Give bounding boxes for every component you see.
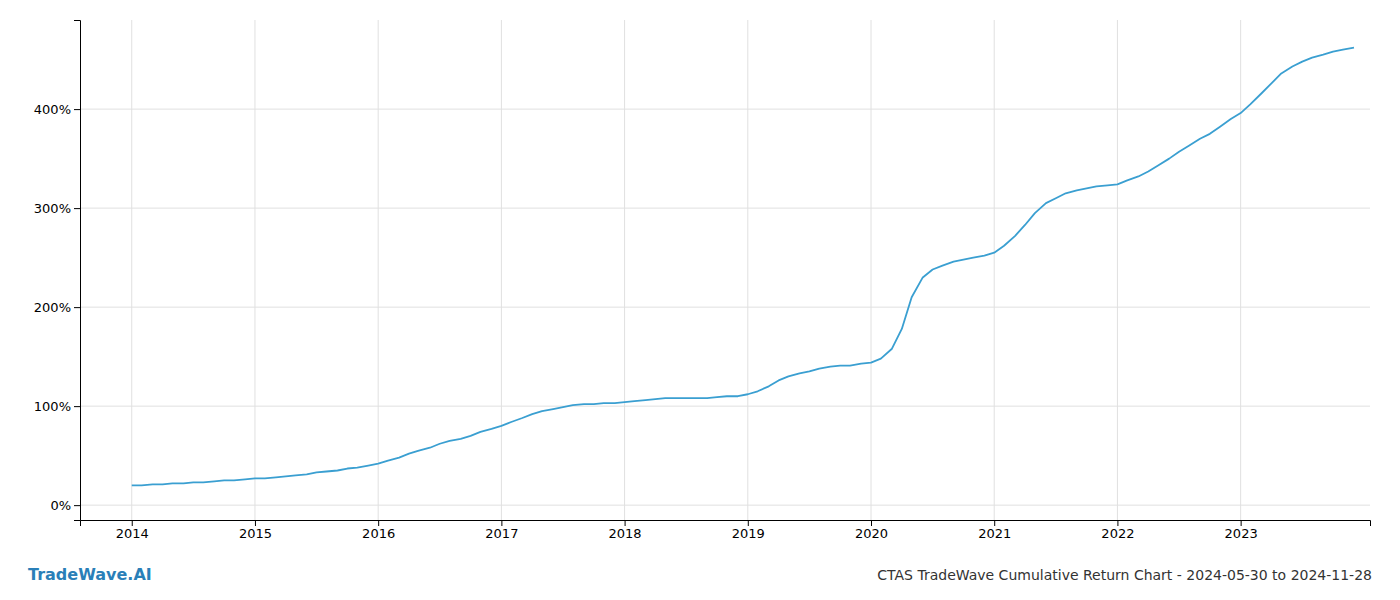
plot-area: 2014 2015 2016 2017 2018 2019 2020 2021 2022 2023… xyxy=(34,20,1371,541)
y-tick-mark xyxy=(74,406,80,407)
x-tick-mark xyxy=(1241,520,1242,526)
x-tick: 2017 xyxy=(485,520,518,541)
y-axis: 0% 100% 200% 300% 400% xyxy=(34,21,81,521)
x-tick-mark xyxy=(1117,520,1118,526)
x-grid-line xyxy=(747,20,748,520)
x-grid-line xyxy=(871,20,872,520)
y-grid-line xyxy=(80,307,1370,308)
grid xyxy=(80,20,1370,520)
marks xyxy=(132,48,1354,486)
y-grid-line xyxy=(80,208,1370,209)
x-tick-label: 2021 xyxy=(978,526,1011,541)
x-tick-label: 2023 xyxy=(1225,526,1258,541)
x-tick-mark xyxy=(378,520,379,526)
y-tick-label: 0% xyxy=(50,498,71,513)
y-tick-label: 400% xyxy=(34,102,71,117)
x-tick-label: 2022 xyxy=(1101,526,1134,541)
x-tick-label: 2017 xyxy=(485,526,518,541)
x-tick: 2018 xyxy=(609,520,642,541)
x-tick: 2015 xyxy=(239,520,272,541)
x-tick-label: 2014 xyxy=(116,526,149,541)
x-tick: 2014 xyxy=(116,520,149,541)
x-tick-label: 2019 xyxy=(732,526,765,541)
y-axis-line xyxy=(74,21,81,521)
x-axis-line xyxy=(81,521,1371,527)
y-tick: 0% xyxy=(50,498,80,513)
x-tick-mark xyxy=(625,520,626,526)
y-grid-line xyxy=(80,109,1370,110)
x-tick-label: 2020 xyxy=(855,526,888,541)
x-grid-line xyxy=(1117,20,1118,520)
x-tick: 2019 xyxy=(732,520,765,541)
y-tick-mark xyxy=(74,208,80,209)
x-tick: 2021 xyxy=(978,520,1011,541)
x-tick-mark xyxy=(994,520,995,526)
y-tick-mark xyxy=(74,505,80,506)
y-grid-line xyxy=(80,505,1370,506)
y-tick-mark xyxy=(74,109,80,110)
x-tick: 2016 xyxy=(362,520,395,541)
x-tick: 2020 xyxy=(855,520,888,541)
y-tick: 400% xyxy=(34,102,80,117)
x-axis: 2014 2015 2016 2017 2018 2019 2020 2021 2022 2023 xyxy=(81,520,1371,541)
y-grid-line xyxy=(80,406,1370,407)
x-tick-label: 2015 xyxy=(239,526,272,541)
y-tick-label: 300% xyxy=(34,201,71,216)
x-grid-line xyxy=(994,20,995,520)
watermark: TradeWave.AI xyxy=(28,565,152,584)
y-tick: 100% xyxy=(34,399,80,414)
x-tick-label: 2016 xyxy=(362,526,395,541)
x-grid-line xyxy=(501,20,502,520)
x-tick-mark xyxy=(132,520,133,526)
y-tick-label: 100% xyxy=(34,399,71,414)
x-tick: 2023 xyxy=(1225,520,1258,541)
y-tick: 200% xyxy=(34,300,80,315)
x-tick-label: 2018 xyxy=(609,526,642,541)
y-tick: 300% xyxy=(34,201,80,216)
x-tick-mark xyxy=(255,520,256,526)
x-tick: 2022 xyxy=(1101,520,1134,541)
x-tick-mark xyxy=(871,520,872,526)
x-tick-mark xyxy=(748,520,749,526)
x-grid-line xyxy=(131,20,132,520)
line xyxy=(132,48,1354,486)
x-grid-line xyxy=(254,20,255,520)
chart: 2014 2015 2016 2017 2018 2019 2020 2021 2022 2023… xyxy=(0,0,1400,600)
x-tick-mark xyxy=(501,520,502,526)
y-tick-mark xyxy=(74,307,80,308)
x-grid-line xyxy=(378,20,379,520)
x-grid-line xyxy=(624,20,625,520)
x-grid-line xyxy=(1240,20,1241,520)
title: CTAS TradeWave Cumulative Return Chart -… xyxy=(877,567,1372,583)
y-tick-label: 200% xyxy=(34,300,71,315)
